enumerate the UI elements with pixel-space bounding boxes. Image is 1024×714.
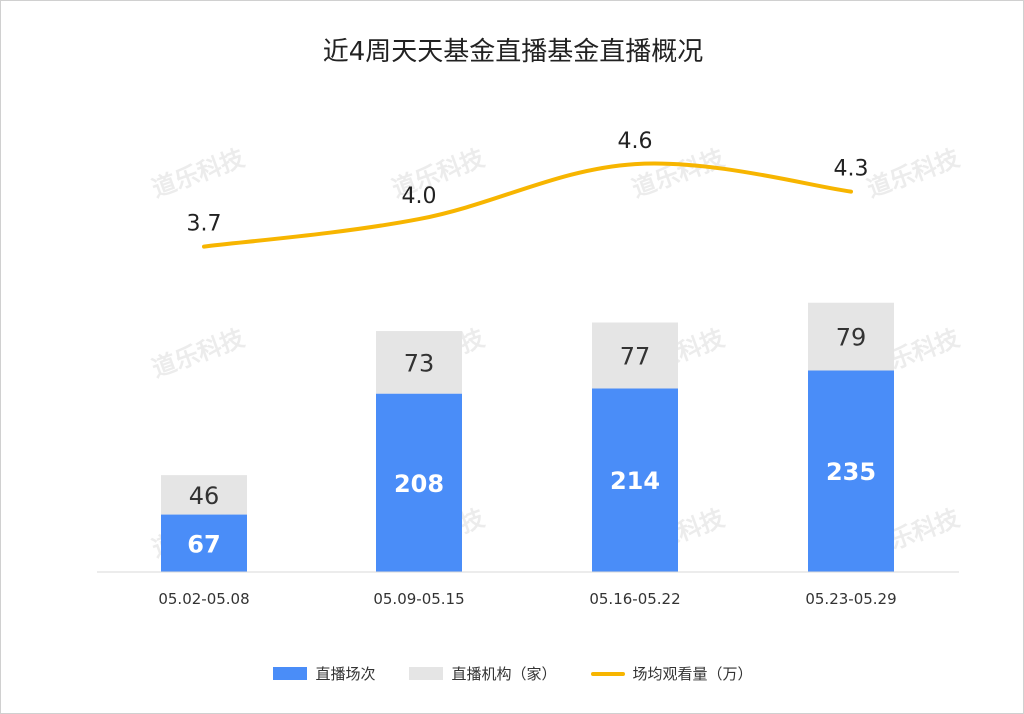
- bar-data-labels: 67 46 208 73 214 77 235 79: [187, 324, 876, 559]
- legend-item-sessions: 直播场次: [273, 663, 375, 684]
- label-avg-views-3: 4.3: [834, 157, 869, 182]
- label-institutions-1: 73: [404, 349, 435, 377]
- watermark-0: 道乐科技: [148, 144, 249, 203]
- x-tick-labels: 05.02-05.08 05.09-05.15 05.16-05.22 05.23-0…: [158, 590, 896, 608]
- watermark-4: 道乐科技: [148, 324, 249, 383]
- legend-label-avg-views: 场均观看量（万）: [632, 665, 753, 683]
- legend: 直播场次 直播机构（家） 场均观看量（万）: [1, 663, 1024, 684]
- legend-swatch-sessions: [273, 667, 308, 680]
- bar-sessions-3: [808, 370, 894, 572]
- legend-label-institutions: 直播机构（家）: [451, 665, 557, 683]
- line-avg-views: [202, 161, 853, 249]
- label-avg-views-0: 3.7: [187, 212, 222, 237]
- bar-sessions-0: [161, 514, 247, 572]
- bar-sessions-1: [376, 393, 462, 572]
- bars-live-institutions: [161, 302, 894, 515]
- label-sessions-0: 67: [187, 530, 220, 558]
- legend-item-avg-views: 场均观看量（万）: [590, 663, 753, 684]
- x-tick-0: 05.02-05.08: [158, 590, 249, 608]
- watermark-3: 道乐科技: [863, 144, 964, 203]
- x-tick-3: 05.23-05.29: [805, 590, 896, 608]
- line-data-labels: 3.7 4.0 4.6 4.3: [187, 129, 869, 237]
- label-avg-views-2: 4.6: [618, 129, 653, 154]
- label-institutions-3: 79: [836, 324, 867, 352]
- legend-item-institutions: 直播机构（家）: [409, 663, 557, 684]
- x-tick-2: 05.16-05.22: [589, 590, 680, 608]
- bar-institutions-3: [808, 302, 894, 371]
- legend-swatch-avg-views: [590, 671, 625, 676]
- bar-institutions-1: [376, 331, 462, 394]
- label-sessions-2: 214: [610, 467, 660, 495]
- label-sessions-1: 208: [394, 470, 444, 498]
- bar-sessions-2: [592, 388, 678, 572]
- label-institutions-0: 46: [189, 482, 220, 510]
- bar-institutions-2: [592, 322, 678, 389]
- chart-title: 近4周天天基金直播基金直播概况: [322, 37, 704, 67]
- label-sessions-3: 235: [826, 458, 876, 486]
- legend-swatch-institutions: [409, 667, 444, 680]
- x-tick-1: 05.09-05.15: [373, 590, 464, 608]
- bars-live-sessions: [161, 370, 894, 572]
- label-institutions-2: 77: [620, 342, 651, 370]
- legend-label-sessions: 直播场次: [315, 665, 376, 683]
- label-avg-views-1: 4.0: [402, 184, 437, 209]
- bar-institutions-0: [161, 475, 247, 515]
